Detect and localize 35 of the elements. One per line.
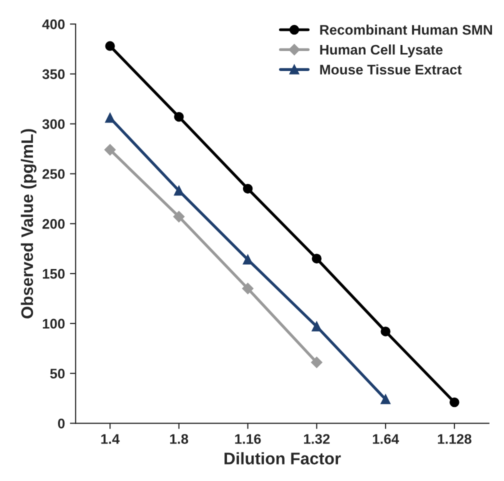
x-tick-label: 1.16	[235, 434, 261, 444]
point	[242, 282, 254, 294]
x-tick-label: 1.64	[372, 434, 400, 444]
y-tick-label: 0	[58, 418, 65, 428]
point	[105, 41, 115, 51]
point	[242, 184, 253, 194]
y-tick-label: 200	[42, 219, 65, 229]
y-tick-label: 400	[42, 19, 65, 30]
point	[174, 186, 184, 196]
point	[173, 211, 185, 222]
point	[380, 326, 390, 336]
point	[312, 254, 322, 264]
legend-label: Recombinant Human SMN	[320, 24, 492, 35]
point	[311, 356, 322, 368]
y-tick-label: 350	[42, 69, 65, 80]
x-tick-label: 1.8	[170, 434, 188, 444]
y-axis-title: Observed Value (pg/mL)	[20, 129, 36, 318]
y-tick-label: 300	[42, 119, 65, 130]
y-tick-label: 250	[42, 169, 65, 179]
point	[380, 394, 390, 404]
x-tick-label: 1.32	[304, 434, 330, 444]
x-tick-label: 1.128	[438, 434, 472, 444]
y-tick-label: 50	[50, 368, 65, 379]
legend-label: Mouse Tissue Extract	[320, 64, 462, 75]
point	[242, 254, 253, 264]
y-tick-label: 150	[42, 268, 65, 279]
point	[104, 144, 116, 156]
point	[105, 113, 115, 123]
point	[174, 112, 184, 122]
x-tick-label: 1.4	[101, 434, 120, 444]
point	[312, 322, 322, 332]
x-axis-title: Dilution Factor	[224, 452, 341, 464]
legend-label: Human Cell Lysate	[320, 44, 443, 58]
point	[450, 397, 460, 408]
y-tick-label: 100	[42, 318, 65, 329]
